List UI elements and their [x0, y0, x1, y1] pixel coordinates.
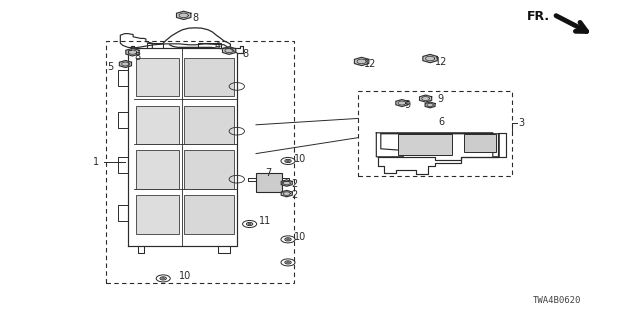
Circle shape	[162, 278, 164, 279]
Text: 9: 9	[404, 100, 411, 110]
Polygon shape	[423, 54, 437, 63]
Text: 8: 8	[192, 12, 198, 23]
Polygon shape	[425, 102, 435, 108]
Bar	[464, 134, 496, 152]
Bar	[136, 106, 179, 144]
Bar	[256, 173, 282, 192]
Text: 12: 12	[364, 59, 376, 69]
Bar	[184, 150, 234, 189]
Polygon shape	[223, 47, 236, 54]
Text: 10: 10	[179, 271, 191, 281]
Polygon shape	[281, 190, 292, 197]
Text: 11: 11	[259, 216, 271, 227]
Text: 8: 8	[242, 49, 248, 60]
Polygon shape	[396, 100, 408, 107]
Text: 2: 2	[291, 179, 298, 189]
Bar	[184, 195, 234, 234]
Bar	[398, 134, 452, 155]
Bar	[184, 106, 234, 144]
Bar	[136, 195, 179, 234]
Text: 4: 4	[214, 41, 221, 52]
Text: 7: 7	[266, 168, 272, 178]
Text: 3: 3	[518, 118, 525, 128]
Bar	[358, 91, 512, 176]
Text: FR.: FR.	[527, 11, 550, 23]
Text: 10: 10	[294, 154, 307, 164]
Bar	[184, 58, 234, 96]
Bar	[136, 150, 179, 189]
Polygon shape	[281, 180, 292, 186]
Bar	[106, 41, 294, 283]
Circle shape	[287, 239, 289, 240]
Text: 10: 10	[294, 232, 307, 242]
Text: 12: 12	[435, 57, 447, 68]
Circle shape	[287, 160, 289, 162]
Text: TWA4B0620: TWA4B0620	[532, 296, 581, 305]
Text: 2: 2	[291, 190, 298, 200]
Polygon shape	[126, 48, 139, 56]
Text: 6: 6	[438, 117, 445, 127]
Text: 9: 9	[437, 94, 444, 104]
Bar	[136, 58, 179, 96]
Polygon shape	[119, 60, 132, 68]
Circle shape	[248, 223, 251, 225]
Text: 1: 1	[93, 156, 99, 167]
Polygon shape	[419, 95, 432, 102]
Polygon shape	[177, 11, 191, 20]
Polygon shape	[355, 57, 369, 66]
Text: 5: 5	[108, 62, 114, 72]
Circle shape	[287, 262, 289, 263]
Text: 8: 8	[134, 52, 141, 62]
